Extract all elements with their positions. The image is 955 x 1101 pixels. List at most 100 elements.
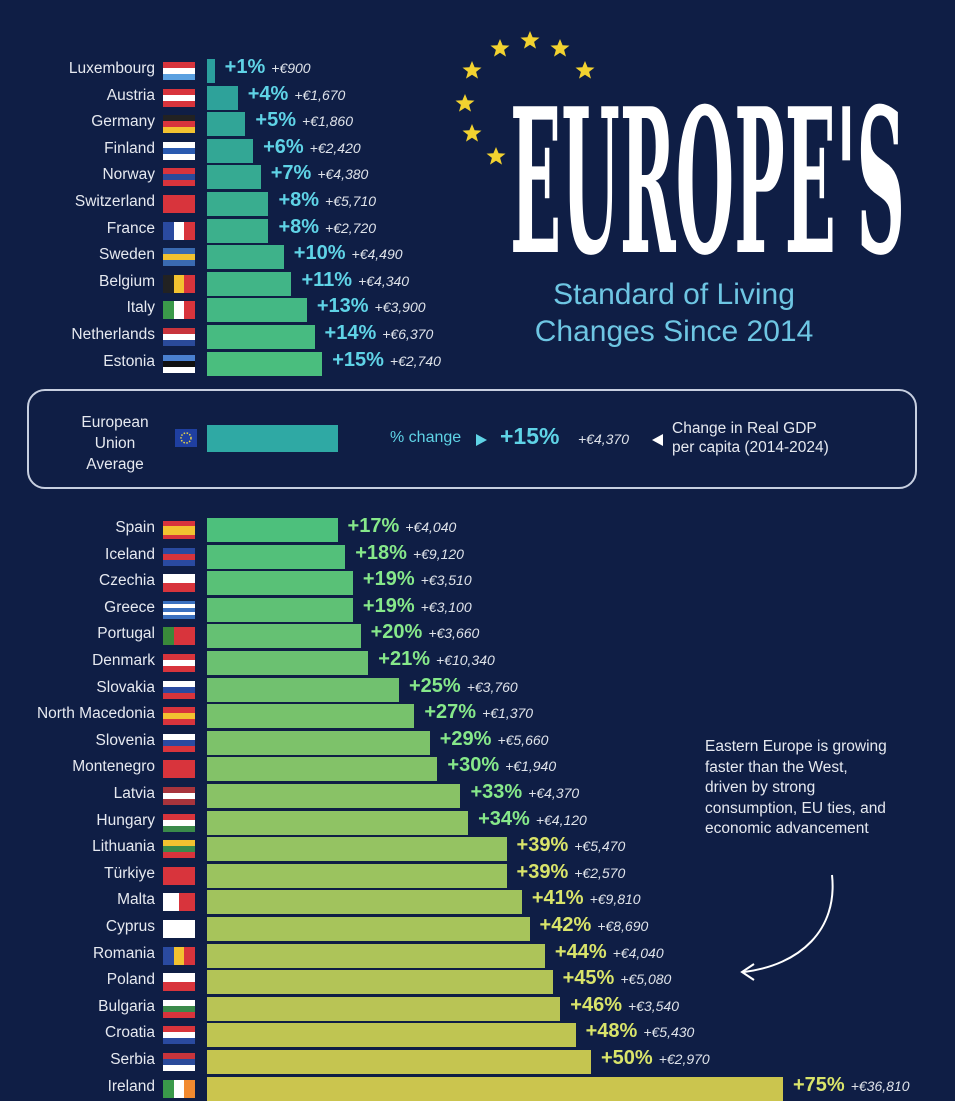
bar [207,917,530,941]
flag-icon [163,115,195,134]
country-label: Croatia [105,1024,155,1042]
bar-row: Greece +19% +€3,100 [0,595,955,622]
eu-average-box [27,389,917,489]
flag-icon [163,301,195,320]
bar [207,757,438,782]
data-label: +41% +€9,810 [532,887,641,910]
bar-row: Lithuania +39% +€5,470 [0,834,955,862]
abs-label: +€900 [271,60,311,76]
pct-label: +1% [224,56,266,78]
flag-icon [163,999,195,1018]
flag-icon [163,866,195,885]
abs-label: +€4,040 [612,944,664,961]
pct-label: +8% [278,189,320,211]
note-line: consumption, EU ties, and [705,799,886,817]
data-label: +39% +€2,570 [517,861,626,884]
flag-icon [163,840,195,859]
page-subtitle: Standard of Living Changes Since 2014 [514,276,834,350]
pct-label: +15% [332,348,384,371]
country-label: Denmark [92,652,155,669]
bar-row: Norway +7% +€4,380 [0,162,955,190]
star-icon [490,39,510,57]
flag-icon [163,654,195,672]
data-label: +19% +€3,100 [363,595,472,618]
abs-label: +€1,370 [482,705,534,722]
abs-label: +€2,970 [658,1051,710,1067]
bar-row: Italy +13% +€3,900 [0,295,955,323]
bar-row: Hungary +34% +€4,120 [0,808,955,835]
pct-label: +48% [585,1020,638,1043]
subtitle-line-2: Changes Since 2014 [534,315,814,348]
data-label: +13% +€3,900 [317,295,426,318]
bar-row: Montenegro +30% +€1,940 [0,754,955,782]
flag-icon [163,600,195,619]
pct-label: +30% [447,754,500,777]
abs-label: +€36,810 [850,1077,910,1094]
pct-change-legend: % change [390,429,462,446]
pct-label: +46% [570,993,622,1016]
flag-icon [163,627,195,646]
note-line: economic advancement [705,820,869,837]
bar-row: Netherlands +14% +€6,370 [0,322,955,349]
eu-label-line: European [81,414,149,431]
bar-row: Slovakia +25% +€3,760 [0,675,955,702]
country-label: Lithuania [92,838,155,856]
note-line: faster than the West, [705,758,848,776]
bar [207,245,284,270]
data-label: +18% +€9,120 [355,542,464,565]
data-label: +14% +€6,370 [325,322,434,345]
pct-label: +34% [478,807,530,830]
star-icon [462,124,482,142]
country-label: Switzerland [74,193,155,210]
gdp-legend: Change in Real GDP per capita (2014-2024… [672,419,829,457]
bar [207,138,254,163]
bar [207,730,430,755]
data-label: +34% +€4,120 [478,808,587,831]
pct-label: +29% [439,727,492,750]
country-label: Belgium [99,272,155,290]
abs-label: +€4,120 [535,811,587,828]
bar-row: Denmark +21% +€10,340 [0,648,955,675]
bar-row: Slovenia +29% +€5,660 [0,727,955,755]
bar-row: Czechia +19% +€3,510 [0,568,955,596]
bar [207,1076,783,1101]
country-label: Austria [106,86,155,104]
abs-label: +€2,740 [389,352,441,369]
data-label: +44% +€4,040 [555,941,664,964]
data-label: +27% +€1,370 [424,701,533,724]
bar [207,624,361,649]
bar [207,837,507,862]
bar [207,59,215,83]
country-label: Bulgaria [98,997,155,1015]
data-label: +4% +€1,670 [248,83,346,106]
data-label: +42% +€8,690 [540,914,649,937]
bar-row: Iceland +18% +€9,120 [0,542,955,569]
pct-label: +27% [424,701,477,724]
country-label: Estonia [103,352,155,370]
country-label: Latvia [113,785,155,802]
abs-label: +€3,660 [428,625,480,642]
pct-label: +41% [531,887,584,910]
abs-label: +€8,690 [597,918,649,934]
bar-row: Austria +4% +€1,670 [0,83,955,110]
pct-label: +14% [324,322,377,344]
star-icon [520,31,540,49]
pct-label: +45% [562,967,615,990]
abs-label: +€3,100 [420,598,472,615]
pct-label: +18% [355,541,407,564]
country-label: Norway [102,166,155,184]
bar-row: Luxembourg +1% +€900 [0,56,955,83]
abs-label: +€9,810 [589,891,641,908]
data-label: +33% +€4,370 [470,781,579,804]
page-title-text: EUROPE'S [510,82,905,260]
country-label: Türkiye [104,864,155,882]
abs-label: +€5,430 [643,1024,695,1041]
bar-row: Malta +41% +€9,810 [0,887,955,915]
bar [207,597,353,622]
data-label: +8% +€2,720 [278,216,376,239]
pct-label: +20% [370,621,423,644]
country-label: Greece [104,598,155,616]
abs-label: +€2,420 [309,139,361,156]
flag-icon [163,547,195,566]
country-label: Iceland [105,545,155,563]
